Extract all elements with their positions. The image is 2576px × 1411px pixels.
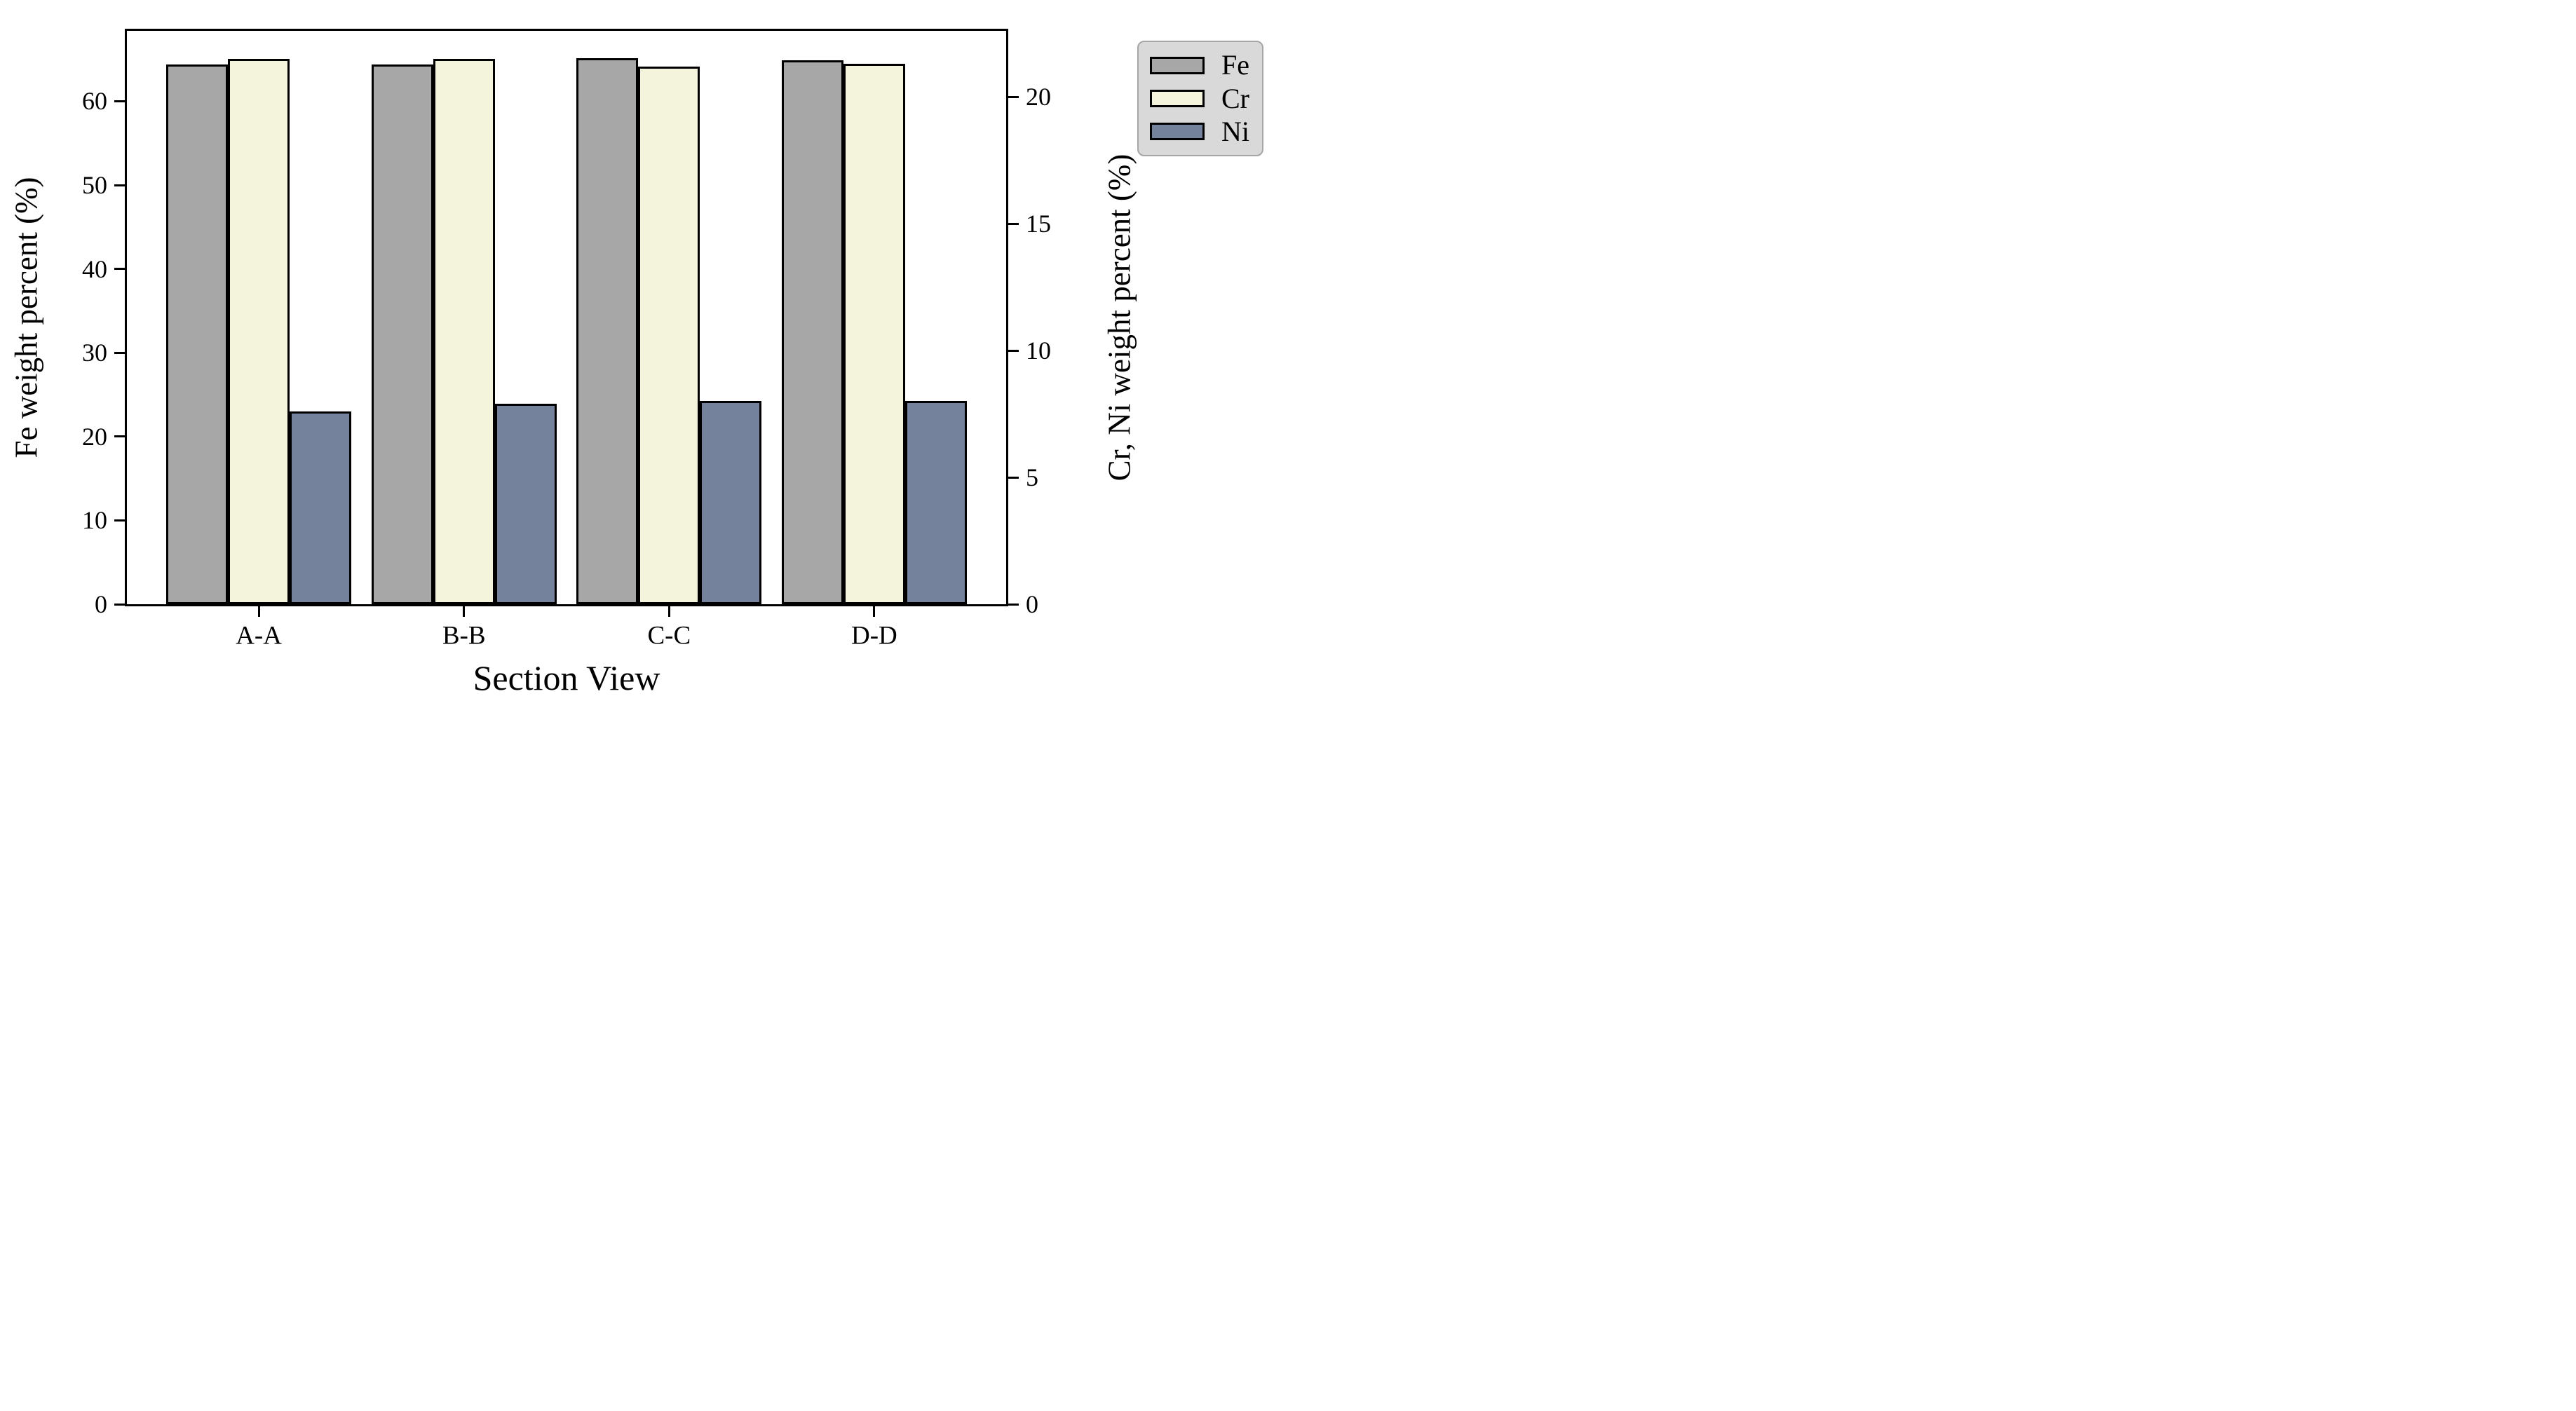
y-tick-label-right-0: 0 (1026, 590, 1038, 618)
y-tick-label-left-30: 30 (82, 339, 107, 367)
legend-swatch-ni (1150, 123, 1205, 141)
bar-ni-c-c (700, 401, 761, 604)
x-tick-c-c (667, 606, 670, 617)
bar-chart-figure: Fe weight percent (%) Cr, Ni weight perc… (0, 0, 1288, 706)
x-tick-label-a-a: A-A (236, 621, 282, 650)
bar-cr-c-c (638, 67, 700, 604)
y-tick-left-20 (114, 435, 125, 438)
y-tick-label-right-20: 20 (1026, 83, 1051, 111)
y-tick-right-20 (1008, 95, 1019, 98)
x-tick-a-a (257, 606, 260, 617)
y-tick-label-left-50: 50 (82, 171, 107, 200)
right-y-axis-label: Cr, Ni weight percent (%) (1101, 154, 1137, 482)
plot-area (125, 29, 1008, 606)
y-tick-right-10 (1008, 349, 1019, 352)
legend: Fe Cr Ni (1137, 41, 1263, 156)
y-tick-label-left-20: 20 (82, 422, 107, 451)
x-tick-b-b (463, 606, 466, 617)
y-tick-left-60 (114, 100, 125, 102)
y-tick-right-5 (1008, 476, 1019, 479)
y-tick-left-40 (114, 268, 125, 271)
y-tick-left-10 (114, 519, 125, 522)
y-tick-label-right-5: 5 (1026, 463, 1038, 492)
bar-cr-d-d (843, 64, 905, 604)
y-tick-right-15 (1008, 222, 1019, 225)
legend-entry-ni: Ni (1150, 115, 1251, 147)
bar-ni-b-b (495, 404, 557, 604)
y-tick-label-left-40: 40 (82, 254, 107, 283)
y-tick-label-left-0: 0 (95, 590, 107, 618)
legend-entry-cr: Cr (1150, 82, 1251, 114)
y-tick-label-left-60: 60 (82, 87, 107, 116)
bar-ni-a-a (290, 411, 351, 604)
bar-ni-d-d (905, 401, 967, 604)
x-tick-label-b-b: B-B (442, 621, 486, 650)
bar-cr-b-b (433, 59, 495, 604)
x-tick-label-d-d: D-D (851, 621, 897, 650)
x-tick-d-d (873, 606, 876, 617)
left-y-axis-label: Fe weight percent (%) (8, 177, 44, 458)
legend-swatch-fe (1150, 56, 1205, 74)
bar-fe-b-b (372, 64, 433, 604)
y-tick-left-30 (114, 351, 125, 354)
bar-fe-a-a (166, 64, 228, 604)
legend-label-ni: Ni (1221, 115, 1249, 147)
x-tick-label-c-c: C-C (647, 621, 691, 650)
legend-label-fe: Fe (1221, 49, 1249, 81)
bar-fe-c-c (576, 58, 638, 604)
legend-swatch-cr (1150, 90, 1205, 107)
legend-label-cr: Cr (1221, 82, 1249, 114)
y-tick-label-left-10: 10 (82, 506, 107, 535)
y-tick-left-50 (114, 184, 125, 186)
y-tick-label-right-15: 15 (1026, 210, 1051, 238)
y-tick-label-right-10: 10 (1026, 336, 1051, 365)
y-tick-right-0 (1008, 603, 1019, 606)
bar-cr-a-a (228, 59, 290, 604)
bar-fe-d-d (782, 60, 843, 604)
x-axis-label: Section View (473, 658, 660, 697)
legend-entry-fe: Fe (1150, 51, 1251, 79)
y-tick-left-0 (114, 603, 125, 606)
